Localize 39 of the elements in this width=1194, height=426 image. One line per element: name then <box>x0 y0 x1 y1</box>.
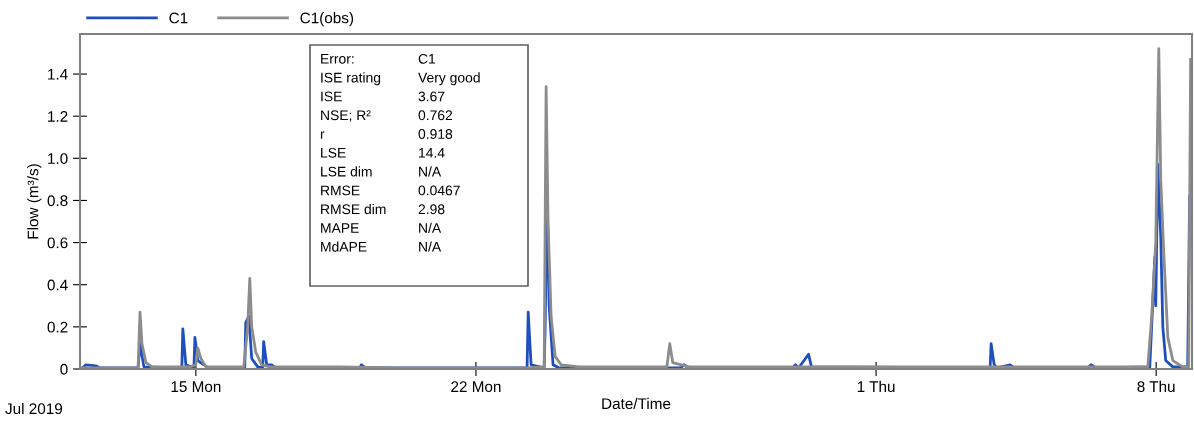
annotation: ISE <box>321 91 342 102</box>
y-axis-title: Flow (m³/s) <box>27 164 42 239</box>
annotation: Error: <box>321 54 354 64</box>
annotation: N/A <box>419 166 442 177</box>
annotation: RMSE <box>321 185 360 196</box>
y-tick-label: 0.2 <box>47 321 68 333</box>
annotation: C1 <box>418 53 436 64</box>
annotation: 0.762 <box>418 110 453 121</box>
annotation: LSE dim <box>321 166 372 177</box>
x-tick-label: 8 Thu <box>1137 380 1175 393</box>
annotation: 2.98 <box>418 204 445 215</box>
annotation: 3.67 <box>418 91 445 102</box>
text: Jul 2019 <box>5 402 63 415</box>
annotation: LSE <box>321 147 346 158</box>
y-tick-label: 0.4 <box>47 279 68 291</box>
y-tick-label: 0.8 <box>47 195 68 207</box>
legend-label: C1 <box>169 12 188 24</box>
annotation: MdAPE <box>321 241 367 252</box>
annotation: 0.918 <box>418 129 453 139</box>
annotation: N/A <box>419 222 442 233</box>
y-tick-label: 1.0 <box>48 153 68 164</box>
x-tick-label: 22 Mon <box>451 381 501 393</box>
annotation: NSE; R² <box>321 110 371 122</box>
annotation: MAPE <box>321 223 359 233</box>
annotation: Very good <box>418 72 480 86</box>
annotation: N/A <box>419 241 442 252</box>
x-axis-title: Date/Time <box>602 397 671 410</box>
y-tick-label: 0 <box>60 363 68 375</box>
x-tick-label: 1 Thu <box>857 380 895 393</box>
annotation: r <box>320 131 325 139</box>
annotation: RMSE dim <box>321 203 386 215</box>
annotation: ISE rating <box>321 72 381 86</box>
y-tick-label: 0.6 <box>47 237 68 249</box>
annotation: 14.4 <box>419 148 445 158</box>
y-tick-label: 1.2 <box>48 111 68 122</box>
x-tick-label: 15 Mon <box>171 381 221 393</box>
annotation: 0.0467 <box>418 185 460 196</box>
y-tick-label: 1.4 <box>48 69 68 80</box>
legend-label: C1(obs) <box>300 12 354 27</box>
